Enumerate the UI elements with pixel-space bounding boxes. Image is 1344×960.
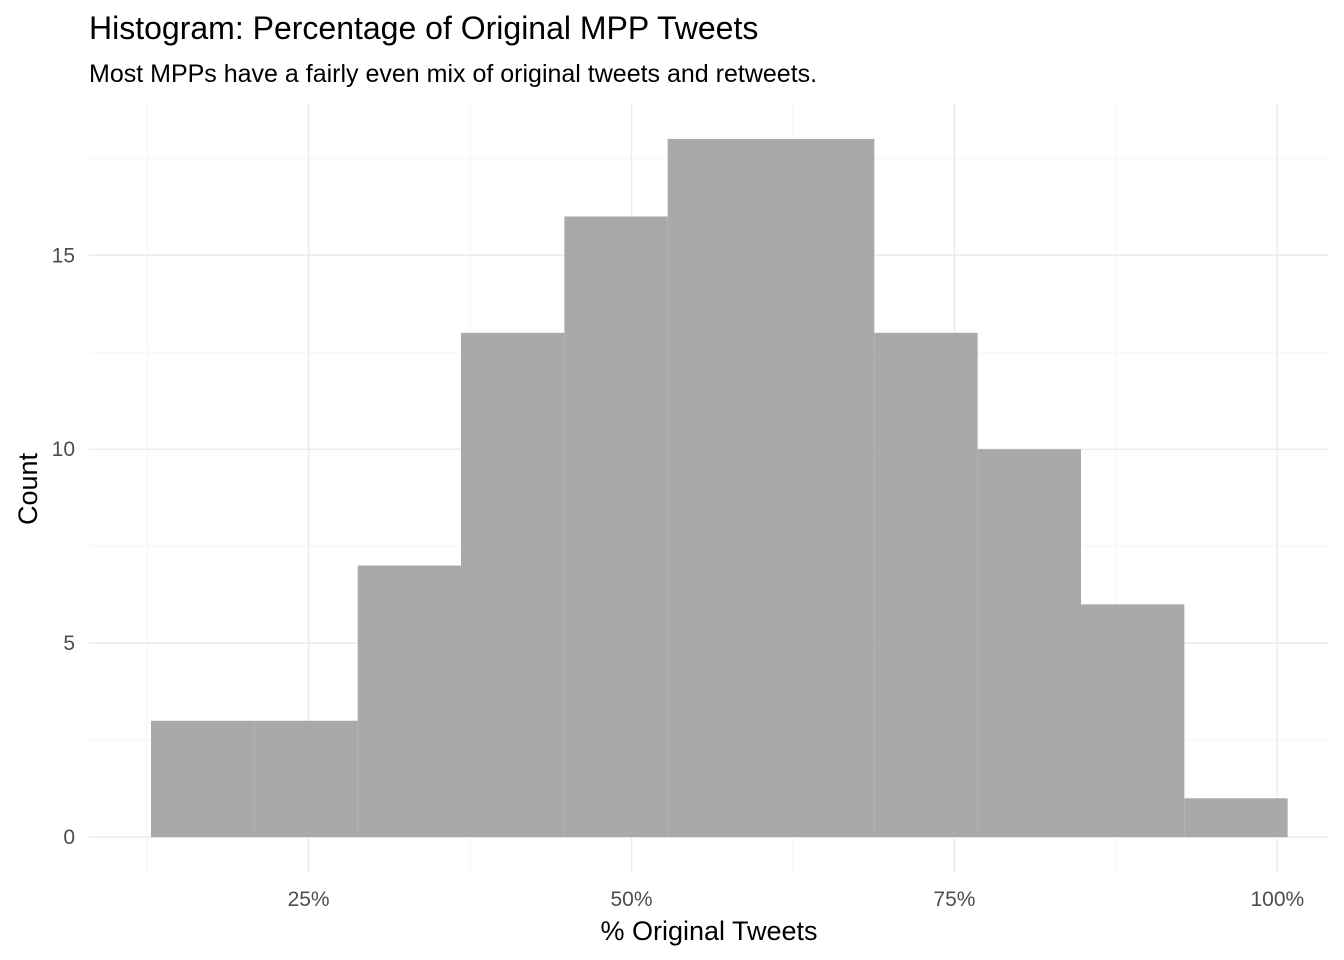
chart-subtitle: Most MPPs have a fairly even mix of orig… (89, 60, 818, 88)
histogram-bar (151, 720, 255, 838)
histogram-bar (977, 449, 1081, 838)
x-tick-label: 75% (933, 888, 975, 911)
y-tick-label: 10 (52, 438, 75, 461)
histogram-bar (771, 138, 875, 838)
histogram-bars (151, 138, 1288, 838)
histogram-bar (461, 332, 565, 838)
x-tick-label: 25% (288, 888, 330, 911)
y-axis-title: Count (13, 452, 43, 525)
histogram-bar (357, 565, 461, 838)
histogram-bar (874, 332, 978, 838)
y-tick-label: 5 (63, 632, 75, 655)
y-tick-label: 0 (63, 826, 75, 849)
histogram-bar (667, 138, 771, 838)
x-axis-title: % Original Tweets (600, 916, 817, 946)
histogram-bar (1184, 798, 1288, 838)
histogram-bar (564, 216, 668, 838)
x-tick-label: 50% (610, 888, 652, 911)
chart-title: Histogram: Percentage of Original MPP Tw… (89, 10, 759, 46)
x-axis-tick-labels: 25% 50% 75% 100% (288, 888, 1305, 911)
histogram-bar (254, 720, 358, 838)
x-tick-label: 100% (1250, 888, 1304, 911)
histogram-bar (1081, 604, 1185, 838)
y-axis-tick-labels: 0 5 10 15 (52, 244, 75, 849)
y-tick-label: 15 (52, 244, 75, 267)
